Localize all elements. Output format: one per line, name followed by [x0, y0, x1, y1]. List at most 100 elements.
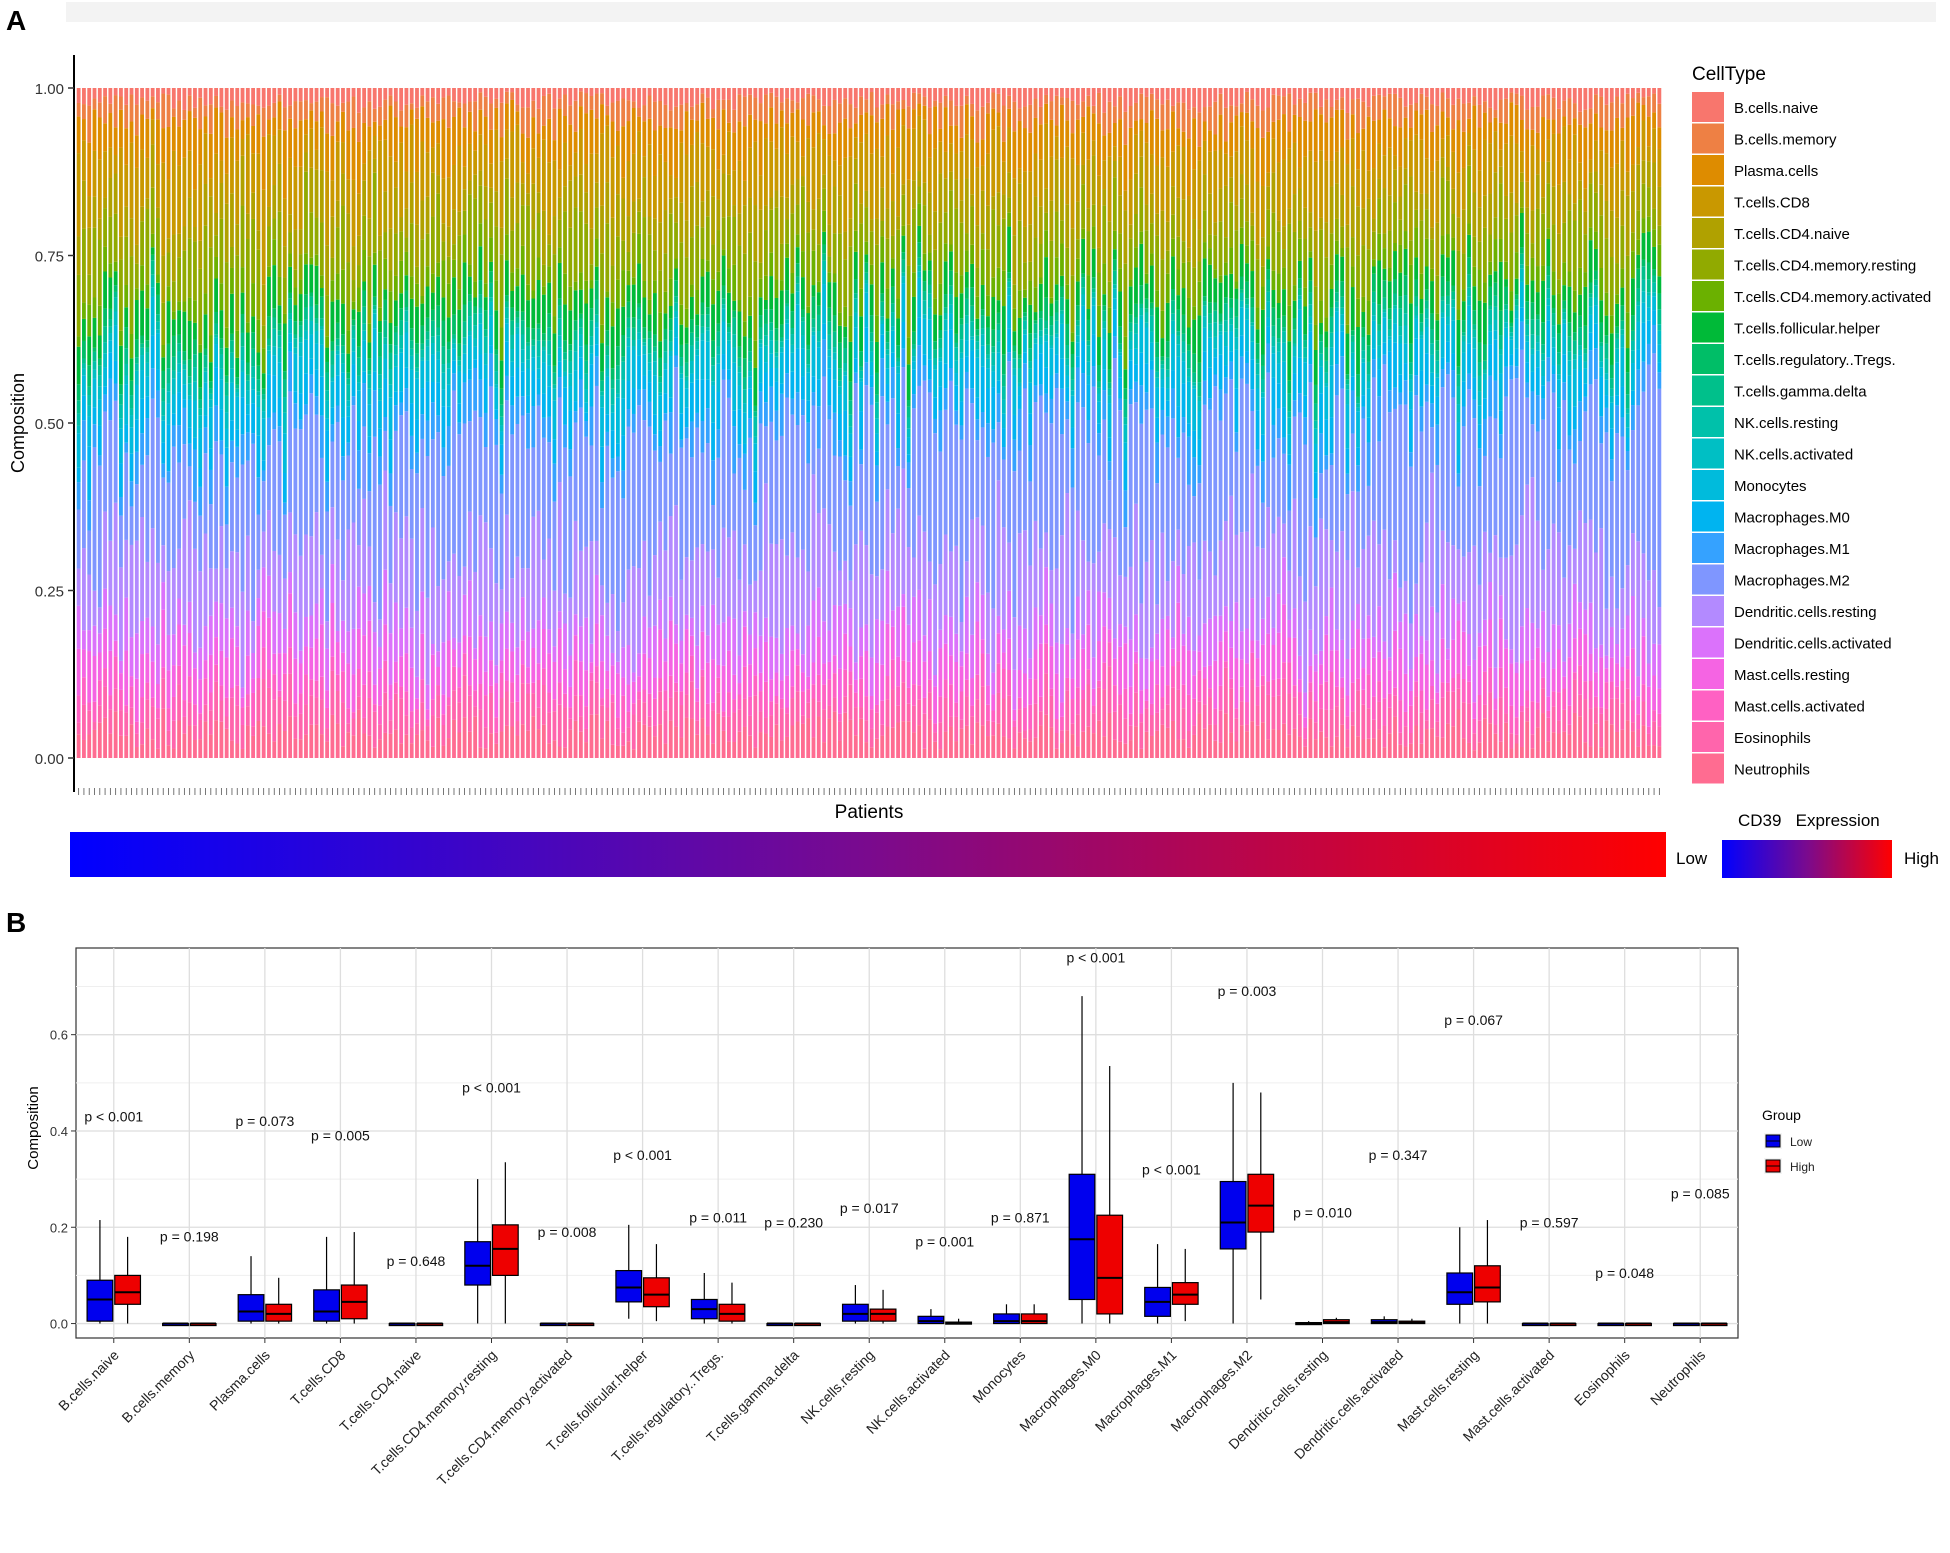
bar-segment [827, 679, 832, 706]
bar-segment [203, 88, 208, 106]
bar-segment [272, 741, 277, 758]
bar-segment [341, 205, 345, 270]
bar-segment [1086, 361, 1091, 376]
bar-segment [1139, 352, 1144, 386]
bar-segment [230, 382, 234, 421]
bar-segment [230, 607, 234, 639]
bar-segment [1081, 407, 1086, 541]
bar-segment [922, 661, 927, 698]
bar-segment [727, 122, 731, 132]
patient-bar [901, 88, 906, 758]
bar-segment [875, 244, 879, 316]
bar-segment [436, 685, 441, 696]
bar-segment [637, 116, 641, 132]
bar-segment [367, 671, 372, 698]
bar-segment [430, 654, 435, 700]
bar-segment [103, 88, 107, 97]
bar-segment [293, 166, 298, 230]
bar-segment [499, 161, 504, 228]
bar-segment [568, 449, 573, 477]
bar-segment [187, 676, 192, 703]
bar-segment [367, 150, 372, 219]
bar-segment [1033, 343, 1038, 360]
bar-segment [959, 651, 964, 667]
bar-segment [113, 640, 118, 657]
bar-segment [996, 393, 1001, 423]
bar-segment [82, 318, 86, 341]
bar-segment [293, 334, 298, 339]
bar-segment [1144, 658, 1149, 690]
bar-segment [980, 594, 985, 640]
bar-segment [1171, 238, 1175, 257]
bar-segment [1075, 335, 1080, 343]
bar-segment [568, 597, 573, 656]
bar-segment [219, 603, 224, 651]
bar-segment [1134, 692, 1138, 727]
bar-segment [600, 88, 604, 94]
bar-segment [1075, 88, 1080, 105]
bar-segment [499, 102, 504, 138]
bar-segment [1007, 638, 1011, 670]
bar-segment [277, 554, 282, 614]
bar-segment [594, 666, 599, 683]
bar-segment [214, 637, 218, 665]
bar-segment [626, 285, 631, 302]
bar-segment [869, 92, 874, 116]
bar-segment [140, 149, 144, 207]
bar-segment [76, 695, 81, 723]
bar-segment [568, 410, 573, 450]
bar-segment [912, 732, 916, 758]
bar-segment [795, 304, 800, 349]
bar-segment [499, 388, 504, 405]
bar-segment [578, 661, 583, 696]
bar-segment [779, 680, 784, 699]
bar-segment [473, 198, 478, 282]
bar-segment [885, 349, 890, 355]
bar-segment [557, 305, 562, 319]
bar-segment [256, 569, 261, 599]
bar-segment [208, 88, 213, 105]
bar-segment [859, 678, 863, 708]
patient-bar [230, 88, 234, 758]
bar-segment [245, 213, 250, 240]
bar-segment [896, 508, 900, 607]
bar-segment [1160, 259, 1165, 311]
bar-segment [943, 319, 948, 331]
bar-segment [753, 119, 758, 142]
bar-segment [610, 430, 615, 459]
bar-segment [959, 222, 964, 276]
bar-segment [272, 550, 277, 612]
bar-segment [832, 455, 837, 552]
bar-segment [1144, 327, 1149, 364]
bar-segment [462, 210, 467, 235]
bar-segment [1054, 300, 1059, 313]
bar-segment [859, 411, 863, 450]
bar-segment [869, 341, 874, 352]
bar-segment [1107, 437, 1112, 462]
bar-segment [869, 574, 874, 658]
bar-segment [1139, 423, 1144, 604]
bar-segment [129, 481, 134, 507]
bar-segment [134, 384, 139, 420]
bar-segment [1165, 416, 1170, 448]
bar-segment [864, 262, 869, 273]
bar-segment [415, 283, 419, 307]
bar-segment [578, 129, 583, 175]
bar-segment [467, 511, 472, 581]
bar-segment [721, 154, 726, 174]
bar-segment [584, 706, 589, 729]
bar-segment [853, 383, 858, 545]
bar-segment [335, 273, 340, 300]
bar-segment [1033, 323, 1038, 334]
bar-segment [1033, 703, 1038, 738]
bar-segment [822, 684, 826, 710]
bar-segment [362, 593, 367, 636]
bar-segment [367, 388, 372, 405]
bar-segment [621, 198, 626, 241]
bar-segment [822, 260, 826, 271]
bar-segment [404, 516, 409, 608]
bar-segment [515, 327, 520, 334]
bar-segment [362, 383, 367, 427]
bar-segment [843, 603, 848, 634]
bar-segment [843, 88, 848, 99]
